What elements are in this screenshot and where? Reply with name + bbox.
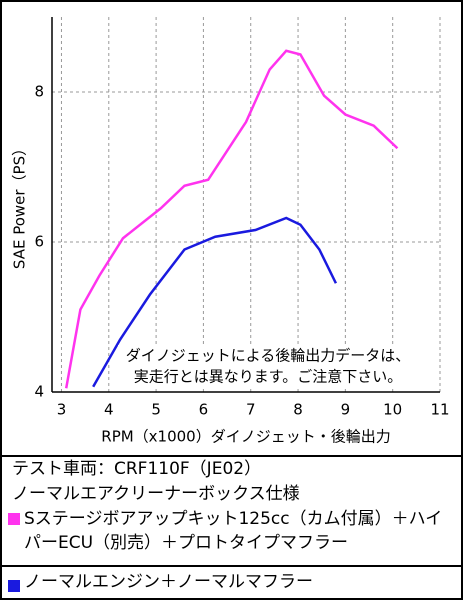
legend-entry: Sステージボアアップキット125cc（カム付属）＋ハイパーECU（別売）＋プロト…	[24, 509, 443, 553]
series-line	[92, 216, 338, 388]
x-tick-label: 11	[430, 401, 449, 419]
x-tick-label: 10	[383, 401, 402, 419]
x-tick-label: 7	[246, 401, 256, 419]
legend-swatch	[8, 513, 20, 525]
y-tick-label: 6	[34, 233, 44, 251]
annotation: ダイノジェットによる後輪出力データは、	[126, 347, 411, 365]
y-tick-label: 4	[34, 383, 44, 401]
x-tick-label: 3	[57, 401, 67, 419]
note: ノーマルエアクリーナーボックス仕様	[12, 484, 300, 504]
x-tick-label: 6	[199, 401, 209, 419]
series-line	[64, 49, 399, 389]
note: テスト車両：CRF110F（JE02）	[12, 459, 261, 479]
x-tick-label: 9	[341, 401, 351, 419]
legend-entry: ノーマルエンジン＋ノーマルマフラー	[24, 572, 313, 592]
annotation: 実走行とは異なります。ご注意下さい。	[134, 368, 403, 386]
y-tick-label: 8	[34, 83, 44, 101]
legend-swatch	[8, 580, 20, 592]
y-axis-label: SAE Power（PS）	[11, 141, 29, 269]
x-tick-label: 4	[104, 401, 114, 419]
annotation-box	[118, 345, 418, 389]
x-axis-label: RPM（x1000）ダイノジェット・後輪出力	[101, 428, 390, 446]
x-tick-label: 5	[151, 401, 161, 419]
x-tick-label: 8	[293, 401, 303, 419]
